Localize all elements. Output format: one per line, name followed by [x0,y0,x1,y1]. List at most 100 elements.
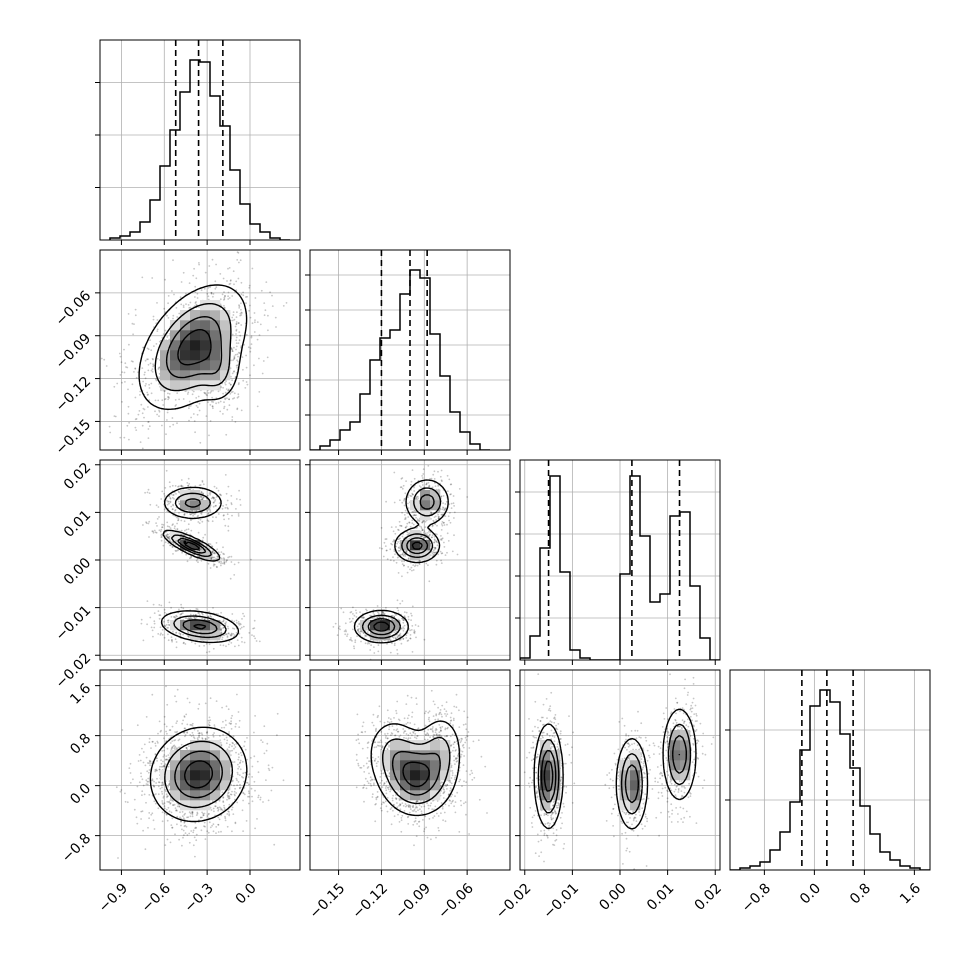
scatter-point [257,245,259,247]
scatter-point [405,480,407,482]
scatter-point [403,564,405,567]
scatter-point [124,362,127,365]
scatter-point [393,559,395,562]
scatter-point [152,363,155,366]
scatter-point [170,505,173,508]
scatter-point [223,558,226,561]
scatter-point [396,556,399,559]
scatter-point [190,617,192,620]
scatter-point [407,618,410,621]
scatter-point [150,369,153,372]
scatter-point [237,561,240,564]
scatter-point [219,410,222,413]
scatter-point [361,616,364,619]
scatter-point [237,513,240,515]
scatter-point [178,738,181,741]
scatter-point [233,747,235,750]
scatter-point [203,821,206,824]
scatter-point [226,280,228,282]
scatter-point [225,380,228,383]
scatter-point [253,627,256,629]
scatter-point [401,617,404,620]
scatter-point [217,401,220,404]
scatter-point [195,608,198,610]
density-cell [160,350,171,361]
scatter-point [194,302,197,304]
y-tick-label: −0.09 [53,331,95,373]
scatter-point [146,391,149,394]
scatter-point [219,628,222,631]
scatter-point [245,296,247,298]
scatter-point [187,528,190,531]
scatter-point [201,498,204,501]
y-tick-label: −0.01 [53,603,95,645]
scatter-point [131,322,134,325]
scatter-point [160,536,163,538]
scatter-point [200,511,203,514]
scatter-point [174,638,177,641]
scatter-point [191,393,194,396]
scatter-point [415,516,417,519]
scatter-point [258,357,260,360]
scatter-point [209,404,212,406]
scatter-point [234,325,237,328]
scatter-point [390,617,393,620]
scatter-point [410,619,412,621]
scatter-point [235,723,237,725]
scatter-point [175,493,177,495]
scatter-point [140,618,143,621]
scatter-point [162,544,165,547]
scatter-point [228,388,230,391]
scatter-point [433,551,436,554]
scatter-point [235,289,238,291]
scatter-point [215,496,218,498]
scatter-point [158,415,160,418]
scatter-point [221,638,224,641]
scatter-point [440,538,443,540]
scatter-point [387,617,390,619]
scatter-point [175,641,178,643]
scatter-point [172,504,175,507]
scatter-point [211,556,214,559]
scatter-point [230,634,232,637]
scatter-point [198,645,201,647]
scatter-point [194,285,197,288]
scatter-point [148,425,151,428]
scatter-point [144,359,147,362]
scatter-point [142,524,144,526]
scatter-point [239,334,242,337]
scatter-point [446,523,448,526]
scatter-point [248,632,251,634]
density-cell [180,330,191,341]
density-cell [170,350,181,361]
scatter-point [228,795,231,798]
scatter-point [402,553,404,556]
scatter-point [163,764,166,767]
scatter-point [241,641,243,643]
scatter-point [404,516,407,519]
scatter-point [430,511,433,514]
scatter-point [403,504,406,507]
scatter-point [167,501,169,503]
scatter-point [164,495,166,497]
scatter-point [411,469,414,471]
scatter-point [176,516,178,519]
scatter-point [209,826,212,829]
scatter-point [437,517,440,520]
scatter-point [183,641,185,644]
scatter-point [207,392,210,394]
scatter-point [220,808,222,811]
scatter-point [136,785,139,788]
scatter-point [225,559,228,562]
scatter-point [142,407,145,410]
scatter-point [231,316,234,319]
scatter-point [162,795,165,798]
scatter-point [173,293,175,296]
scatter-point [222,620,225,622]
scatter-point [392,530,395,533]
density-cell [170,340,181,351]
scatter-point [453,505,455,507]
density-cell [400,540,411,551]
scatter-point [230,642,233,644]
scatter-point [161,781,164,784]
